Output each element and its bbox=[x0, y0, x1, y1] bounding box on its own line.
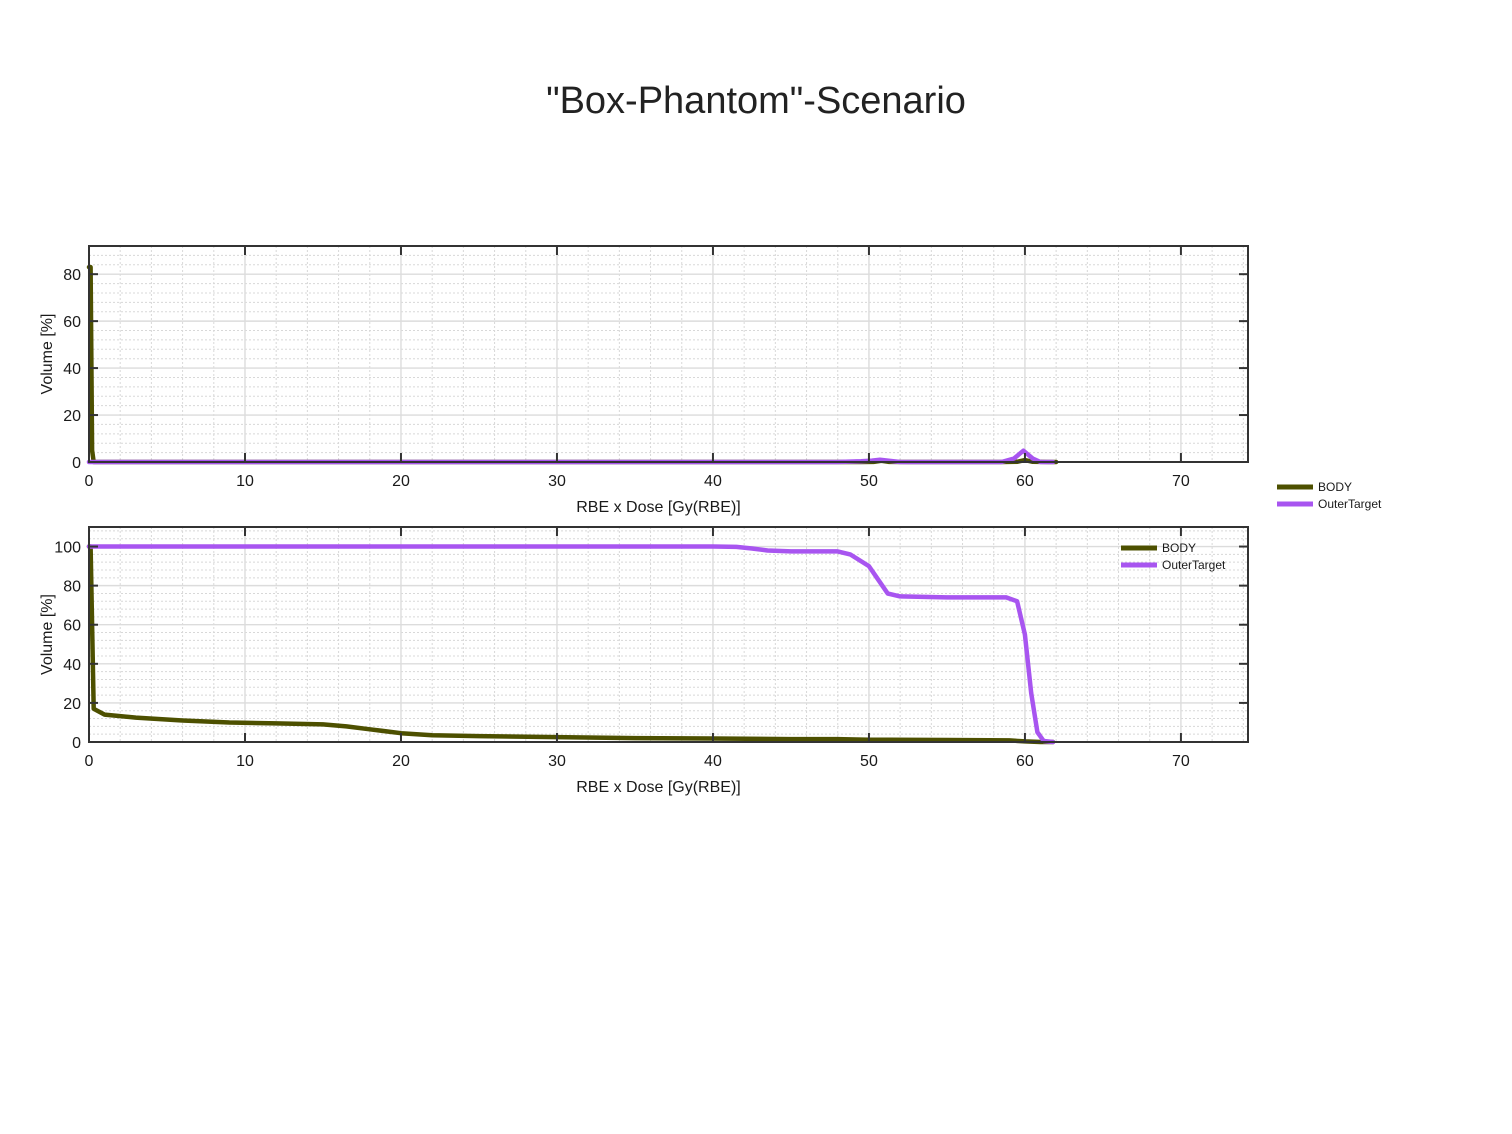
legend-label: OuterTarget bbox=[1318, 497, 1382, 511]
x-tick-label: 60 bbox=[1016, 473, 1034, 490]
axes-box bbox=[88, 245, 1249, 463]
x-axis-label: RBE x Dose [Gy(RBE)] bbox=[576, 779, 740, 796]
x-axis-label: RBE x Dose [Gy(RBE)] bbox=[576, 499, 740, 516]
legend-label: BODY bbox=[1162, 541, 1196, 555]
x-tick-label: 10 bbox=[236, 473, 254, 490]
x-tick-label: 20 bbox=[392, 473, 410, 490]
y-tick-label: 100 bbox=[54, 540, 81, 557]
x-tick-label: 70 bbox=[1172, 753, 1190, 770]
x-tick-label: 10 bbox=[236, 753, 254, 770]
x-tick-label: 60 bbox=[1016, 753, 1034, 770]
legend-label: BODY bbox=[1318, 480, 1352, 494]
x-tick-label: 0 bbox=[85, 473, 94, 490]
dvh-chart-top: 0 10 20 30 40 50 60 70 0 20 40 60 80 RBE x Dose [Gy(R… bbox=[39, 245, 1382, 516]
dvh-chart-bottom: 0 10 20 30 40 50 60 70 0 20 40 60 80 100 RBE x Dose [G… bbox=[39, 526, 1249, 796]
x-tick-label: 50 bbox=[860, 473, 878, 490]
x-tick-label: 40 bbox=[704, 473, 722, 490]
x-tick-label: 30 bbox=[548, 753, 566, 770]
y-tick-label: 40 bbox=[63, 657, 81, 674]
y-tick-label: 80 bbox=[63, 579, 81, 596]
x-tick-label: 0 bbox=[85, 753, 94, 770]
y-tick-label: 0 bbox=[72, 455, 81, 472]
axes-box bbox=[88, 526, 1249, 743]
x-tick-label: 70 bbox=[1172, 473, 1190, 490]
y-tick-label: 80 bbox=[63, 267, 81, 284]
y-axis-label: Volume [%] bbox=[39, 594, 56, 675]
legend-label: OuterTarget bbox=[1162, 558, 1226, 572]
x-tick-label: 50 bbox=[860, 753, 878, 770]
series-line-body bbox=[86, 544, 1056, 745]
y-tick-label: 60 bbox=[63, 314, 81, 331]
y-tick-label: 20 bbox=[63, 408, 81, 425]
y-tick-label: 20 bbox=[63, 696, 81, 713]
plot-area bbox=[89, 527, 1248, 742]
series-line-outertarget bbox=[86, 544, 1056, 745]
y-axis-label: Volume [%] bbox=[39, 314, 56, 395]
page-title: "Box-Phantom"-Scenario bbox=[546, 80, 966, 122]
x-tick-label: 40 bbox=[704, 753, 722, 770]
y-tick-label: 40 bbox=[63, 361, 81, 378]
plot-area bbox=[89, 246, 1248, 462]
y-tick-label: 60 bbox=[63, 618, 81, 635]
x-tick-label: 30 bbox=[548, 473, 566, 490]
y-tick-label: 0 bbox=[72, 735, 81, 752]
x-tick-label: 20 bbox=[392, 753, 410, 770]
